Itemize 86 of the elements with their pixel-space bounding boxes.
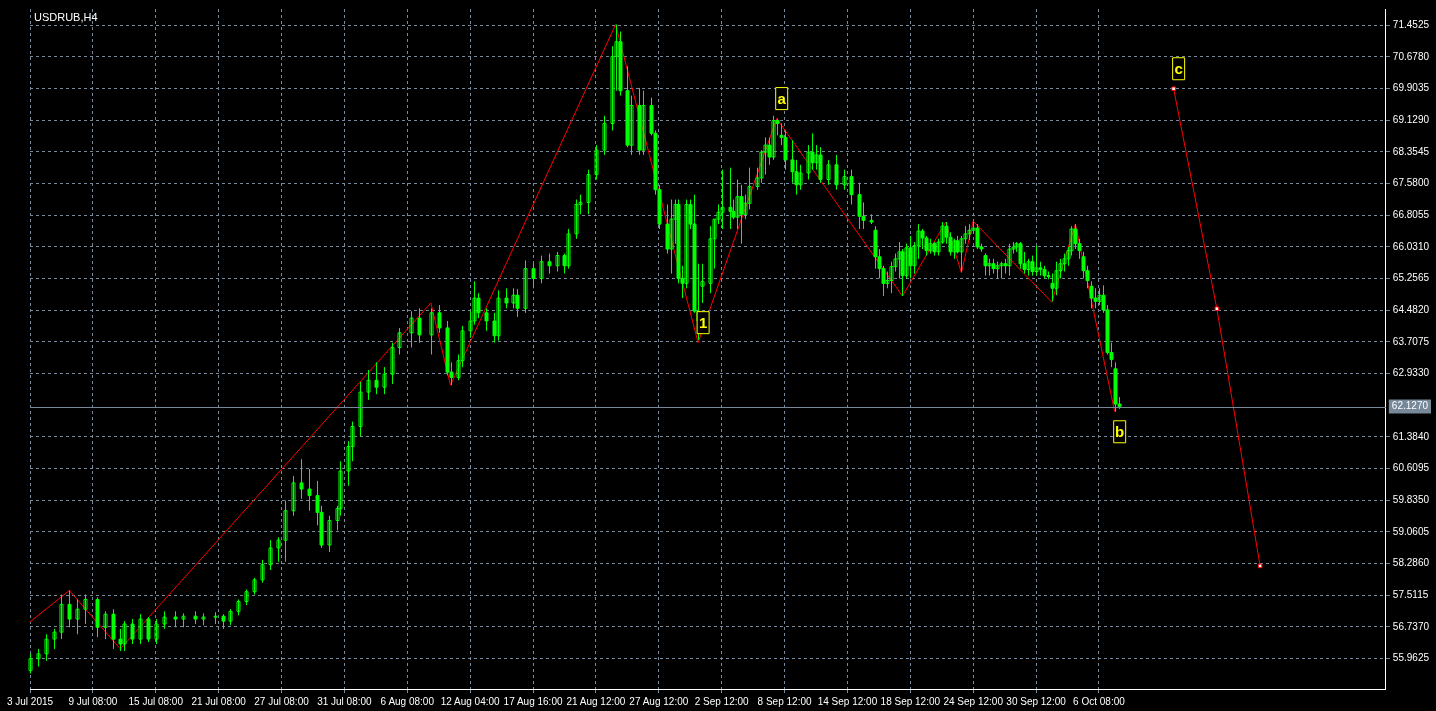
candlestick <box>59 594 64 640</box>
y-tick-label: 69.1290 <box>1392 114 1430 126</box>
candlestick <box>409 310 414 349</box>
x-tick-label: 6 Oct 08:00 <box>1073 695 1126 707</box>
candlestick <box>276 536 281 563</box>
x-tick-label: 18 Sep 12:00 <box>880 695 941 707</box>
chart-title: USDRUB,H4 <box>34 11 98 24</box>
y-tick-label: 56.7370 <box>1392 620 1430 632</box>
candlestick <box>669 199 674 275</box>
x-tick-label: 8 Sep 12:00 <box>757 695 812 707</box>
candlestick <box>358 381 363 437</box>
x-tick-label: 12 Aug 04:00 <box>440 695 501 707</box>
candlestick <box>366 369 371 401</box>
x-tick-label: 17 Aug 16:00 <box>503 695 563 707</box>
y-tick-label: 66.8055 <box>1392 209 1430 221</box>
candlestick <box>283 500 288 563</box>
candlestick <box>28 653 33 674</box>
candlestick <box>523 259 528 314</box>
y-tick-label: 58.2860 <box>1392 557 1430 569</box>
candlestick <box>566 228 571 270</box>
x-tick-label: 21 Aug 12:00 <box>566 695 626 707</box>
candlestick <box>138 613 143 645</box>
candlestick <box>539 255 544 284</box>
candlestick <box>555 251 560 273</box>
y-tick-label: 67.5800 <box>1392 177 1430 189</box>
annotation: b <box>1115 422 1125 440</box>
y-tick-label: 57.5115 <box>1392 589 1429 601</box>
point <box>1214 306 1220 311</box>
candlestick <box>574 199 579 240</box>
x-tick-label: 30 Sep 12:00 <box>1006 695 1067 707</box>
candlestick <box>720 169 725 230</box>
candlestick <box>594 144 599 181</box>
x-tick-label: 3 Jul 2015 <box>6 695 54 707</box>
candlestick <box>382 366 387 395</box>
candlestick <box>798 164 803 191</box>
x-tick-label: 15 Jul 08:00 <box>128 695 184 707</box>
x-tick-label: 31 Jul 08:00 <box>317 695 373 707</box>
y-tick-label: 65.2565 <box>1392 272 1430 284</box>
y-tick-label: 69.9035 <box>1392 82 1430 94</box>
x-tick-label: 27 Aug 12:00 <box>629 695 689 707</box>
x-tick-label: 9 Jul 08:00 <box>68 695 118 707</box>
point <box>1257 563 1263 569</box>
candlestick <box>327 515 332 553</box>
candlestick <box>641 90 646 156</box>
candlestick <box>44 633 49 662</box>
point <box>1171 86 1176 91</box>
candlestick <box>826 159 831 186</box>
candlestick <box>268 539 273 571</box>
candlestick <box>291 475 296 517</box>
y-tick-label: 60.6095 <box>1392 462 1430 474</box>
x-tick-label: 21 Jul 08:00 <box>191 695 247 707</box>
candlestick <box>429 307 434 356</box>
y-tick-label: 66.0310 <box>1392 240 1430 252</box>
candlestick <box>586 169 591 215</box>
ref-line-label: 62.1270 <box>1391 400 1429 412</box>
x-tick-label: 14 Sep 12:00 <box>817 695 878 707</box>
y-tick-label: 59.0605 <box>1392 525 1430 537</box>
candlestick <box>75 598 80 635</box>
x-tick-label: 6 Aug 08:00 <box>380 695 435 707</box>
candlestick <box>52 628 57 650</box>
y-tick-label: 61.3840 <box>1392 430 1430 442</box>
y-tick-label: 70.6780 <box>1392 50 1430 62</box>
y-tick-label: 55.9625 <box>1392 652 1430 664</box>
candlestick <box>154 618 159 645</box>
candlestick <box>103 610 108 640</box>
annotation: a <box>777 89 787 107</box>
candlestick <box>496 289 501 342</box>
x-tick-label: 2 Sep 12:00 <box>694 695 750 707</box>
y-tick-label: 63.7075 <box>1392 335 1430 347</box>
candlestick <box>83 594 88 625</box>
x-tick-label: 24 Sep 12:00 <box>943 695 1004 707</box>
candlestick <box>390 342 395 385</box>
candlestick <box>397 327 402 356</box>
y-tick-label: 62.9330 <box>1392 367 1430 379</box>
candlestick <box>842 169 847 191</box>
y-tick-label: 71.4525 <box>1392 19 1430 30</box>
annotation: 1 <box>698 313 708 331</box>
x-tick-label: 27 Jul 08:00 <box>254 695 310 707</box>
candlestick <box>511 287 516 309</box>
y-tick-label: 59.8350 <box>1392 494 1430 506</box>
candlestick <box>260 559 265 584</box>
y-tick-label: 64.4820 <box>1392 304 1430 316</box>
annotation: c <box>1174 59 1183 77</box>
candlestick <box>122 620 127 652</box>
candlestick <box>602 115 607 156</box>
y-tick-label: 68.3545 <box>1392 145 1430 157</box>
